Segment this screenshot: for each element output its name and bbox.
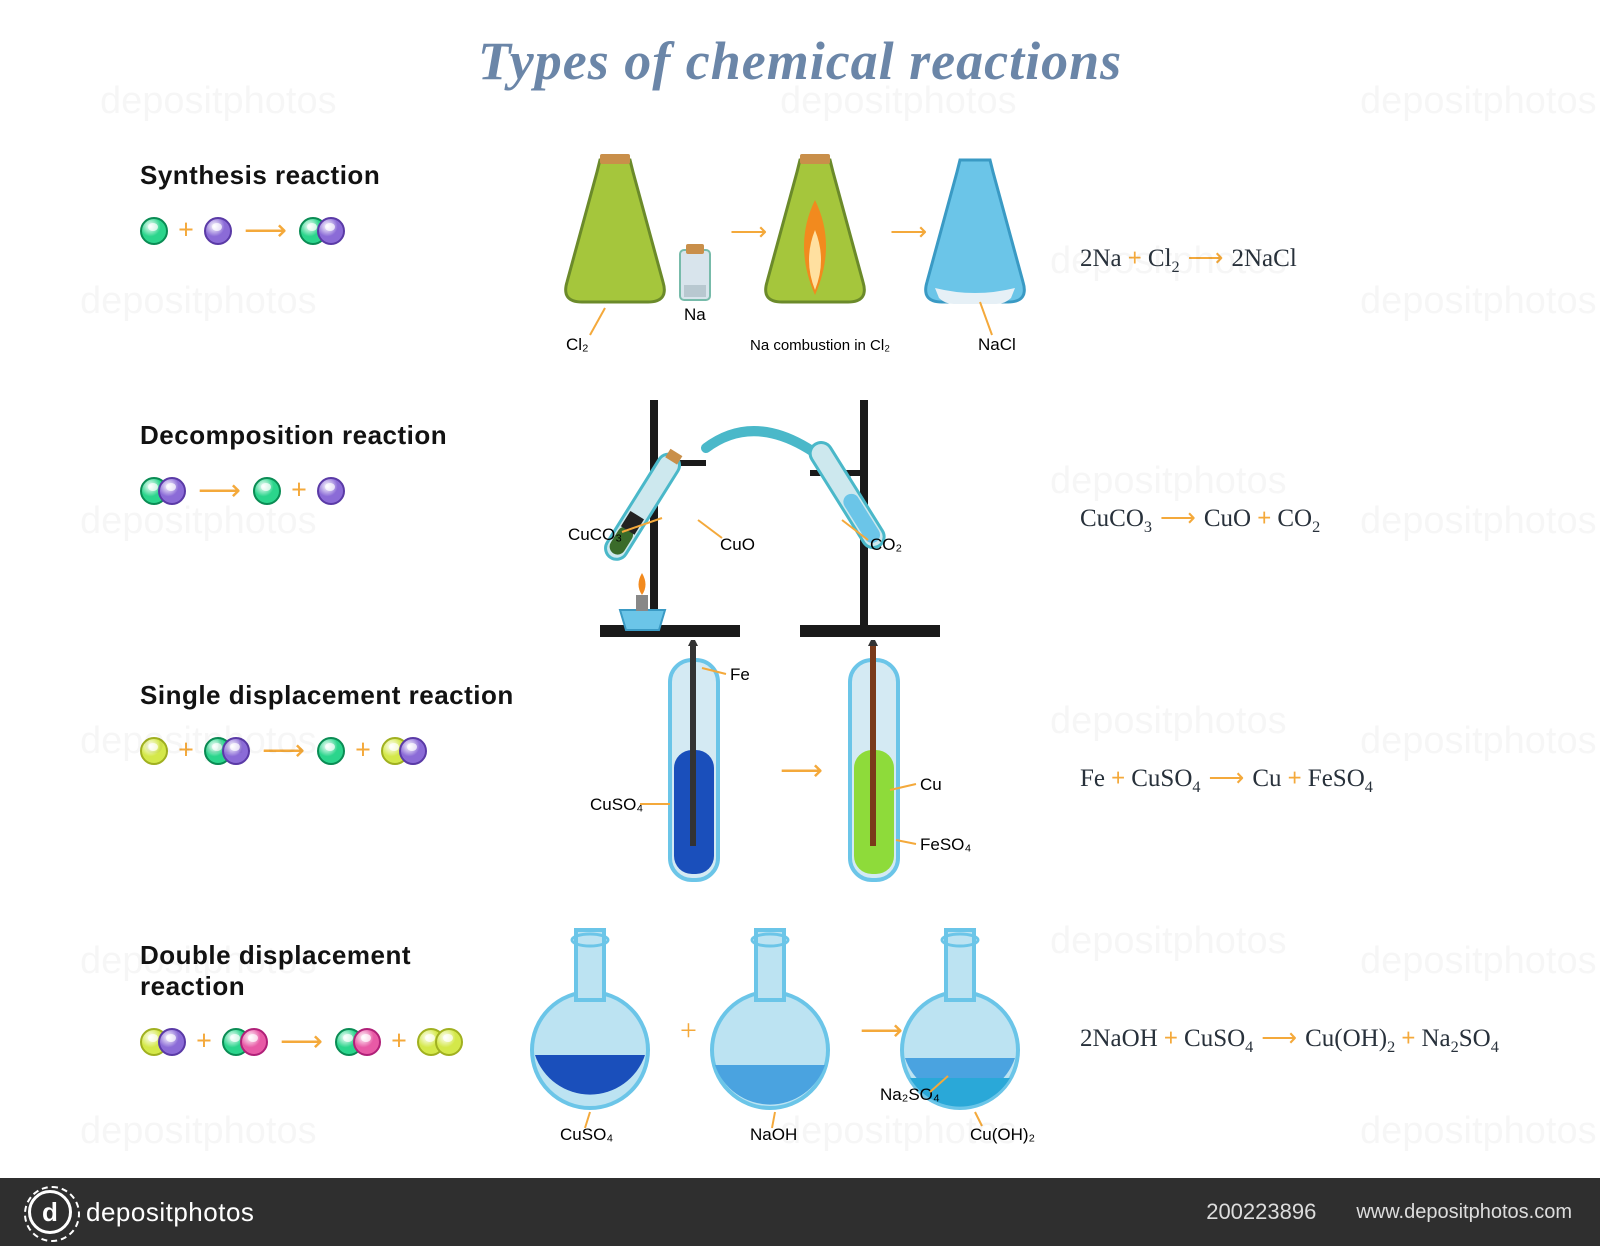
depositphotos-logo-icon: d: [28, 1190, 72, 1234]
atom-pair: [417, 1028, 463, 1056]
atom-ball: [222, 737, 250, 765]
svg-text:CuCO₃: CuCO₃: [568, 525, 622, 544]
atom-ball: [158, 1028, 186, 1056]
reaction-name: Decomposition reaction: [140, 420, 520, 451]
main-title: Types of chemical reactions: [0, 30, 1600, 92]
footer-url: www.depositphotos.com: [1356, 1201, 1572, 1224]
plus-icon: +: [1111, 765, 1125, 792]
atom-pair: [140, 477, 186, 505]
reaction-illustration: Cl₂ Na ⟶ Na combustion in Cl₂ ⟶ NaCl: [530, 120, 1070, 420]
plus-icon: +: [291, 475, 307, 507]
plus-icon: +: [1288, 765, 1302, 792]
single-displacement-tubes: CuSO₄ Fe ⟶ Cu FeSO₄: [530, 640, 1070, 920]
atom-ball: [240, 1028, 268, 1056]
svg-text:⟶: ⟶: [780, 754, 823, 787]
atom-ball: [353, 1028, 381, 1056]
footer-brand: depositphotos: [86, 1197, 254, 1228]
svg-text:CuSO₄: CuSO₄: [590, 795, 643, 814]
arrow-icon: ⟶: [1160, 505, 1196, 532]
atom-pair: [222, 1028, 268, 1056]
atom-ball: [140, 737, 168, 765]
reaction-name: Synthesis reaction: [140, 160, 520, 191]
svg-text:Na: Na: [684, 305, 706, 324]
plus-icon: +: [355, 735, 371, 767]
atom-ball: [317, 217, 345, 245]
arrow-icon: ⟶: [198, 473, 241, 508]
chemical-equation: 2Na+Cl2⟶2NaCl: [1080, 243, 1297, 277]
plus-icon: +: [1128, 245, 1142, 272]
reaction-name: Double displacement reaction: [140, 940, 520, 1002]
plus-icon: +: [1164, 1025, 1178, 1052]
atom-pair: [335, 1028, 381, 1056]
svg-text:CuO: CuO: [720, 535, 755, 554]
reaction-illustration: CuCO₃ CuO CO₂: [530, 380, 1070, 680]
svg-text:Na₂SO₄: Na₂SO₄: [880, 1085, 940, 1104]
atom-scheme: ⟶+: [140, 473, 520, 508]
svg-text:CO₂: CO₂: [870, 535, 902, 554]
svg-text:NaCl: NaCl: [978, 335, 1016, 354]
reaction-illustration: + ⟶ CuSO₄ NaOH Na₂SO₄ Cu(OH)₂: [530, 900, 1070, 1200]
chemical-equation: Fe+CuSO4⟶Cu+FeSO4: [1080, 763, 1373, 797]
svg-text:FeSO₄: FeSO₄: [920, 835, 971, 854]
arrow-icon: ⟶: [1188, 245, 1224, 272]
atom-ball: [204, 217, 232, 245]
arrow-icon: ⟶: [1209, 765, 1245, 792]
svg-text:⟶: ⟶: [860, 1014, 903, 1047]
svg-text:⟶: ⟶: [730, 217, 767, 246]
plus-icon: +: [178, 215, 194, 247]
footer-image-id: 200223896: [1206, 1199, 1316, 1225]
reaction-row: Double displacement reaction + ⟶ + + ⟶: [0, 940, 1600, 1200]
atom-pair: [381, 737, 427, 765]
atom-scheme: + ⟶ +: [140, 1024, 520, 1059]
plus-icon: +: [1401, 1025, 1415, 1052]
reaction-name: Single displacement reaction: [140, 680, 520, 711]
atom-ball: [399, 737, 427, 765]
atom-ball: [317, 477, 345, 505]
svg-text:Cu: Cu: [920, 775, 942, 794]
svg-text:⟶: ⟶: [890, 217, 927, 246]
svg-text:+: +: [680, 1014, 697, 1047]
atom-ball: [253, 477, 281, 505]
svg-text:Na combustion in Cl₂: Na combustion in Cl₂: [750, 337, 890, 354]
synthesis-glassware: Cl₂ Na ⟶ Na combustion in Cl₂ ⟶ NaCl: [530, 120, 1070, 360]
atom-ball: [158, 477, 186, 505]
svg-text:NaOH: NaOH: [750, 1125, 797, 1144]
svg-text:Fe: Fe: [730, 665, 750, 684]
svg-text:Cl₂: Cl₂: [566, 335, 589, 354]
atom-pair: [204, 737, 250, 765]
double-displacement-flasks: + ⟶ CuSO₄ NaOH Na₂SO₄ Cu(OH)₂: [530, 900, 1070, 1160]
chemical-equation: CuCO3⟶CuO+CO2: [1080, 503, 1320, 537]
atom-pair: [140, 1028, 186, 1056]
svg-text:Cu(OH)₂: Cu(OH)₂: [970, 1125, 1035, 1144]
arrow-icon: ⟶: [262, 733, 305, 768]
plus-icon: +: [1257, 505, 1271, 532]
reaction-illustration: CuSO₄ Fe ⟶ Cu FeSO₄: [530, 640, 1070, 940]
footer-bar: d depositphotos 200223896 www.depositpho…: [0, 1178, 1600, 1246]
plus-icon: +: [196, 1026, 212, 1058]
arrow-icon: ⟶: [280, 1024, 323, 1059]
atom-ball: [140, 217, 168, 245]
decomposition-apparatus: CuCO₃ CuO CO₂: [530, 380, 1070, 660]
atom-ball: [435, 1028, 463, 1056]
atom-scheme: + ⟶ +: [140, 733, 520, 768]
svg-text:CuSO₄: CuSO₄: [560, 1125, 613, 1144]
plus-icon: +: [178, 735, 194, 767]
atom-scheme: +⟶: [140, 213, 520, 248]
arrow-icon: ⟶: [1261, 1025, 1297, 1052]
chemical-equation: 2NaOH+CuSO4⟶Cu(OH)2+Na2SO4: [1080, 1023, 1499, 1057]
plus-icon: +: [391, 1026, 407, 1058]
arrow-icon: ⟶: [244, 213, 287, 248]
atom-ball: [317, 737, 345, 765]
atom-pair: [299, 217, 345, 245]
